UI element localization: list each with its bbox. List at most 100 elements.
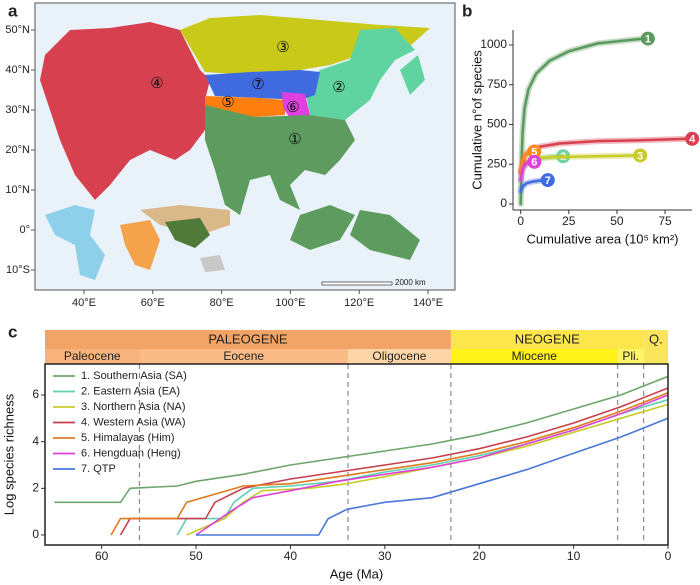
inset-africa: [120, 220, 160, 270]
panel-label: b: [462, 1, 472, 20]
y-tick-label: 0: [500, 196, 507, 210]
series-line: [519, 178, 546, 193]
series-badge: [540, 173, 555, 188]
epoch-label: Pli.: [622, 349, 639, 363]
x-axis-title: Age (Ma): [330, 566, 383, 581]
series-label: 4: [689, 134, 696, 146]
lat-tick-label: 10°N: [5, 184, 30, 196]
period-bar: [643, 330, 668, 364]
lat-tick-label: 30°N: [5, 104, 30, 116]
x-tick-label: 40: [284, 549, 298, 563]
y-tick-label: 2: [32, 480, 39, 494]
series-badge: [640, 31, 655, 46]
lat-tick-label: 0°: [19, 224, 30, 236]
y-tick-label: 1000: [480, 37, 507, 51]
epoch-bar: [450, 349, 618, 364]
region-wa: [40, 22, 210, 200]
x-tick-label: 10: [567, 549, 581, 563]
legend-label: 6. Hengduan (Heng): [81, 447, 181, 459]
epoch-bar: [348, 349, 451, 364]
legend-label: 7. QTP: [81, 463, 116, 475]
region-label: ①: [288, 131, 301, 148]
scale-bar-label: 2000 km: [395, 278, 426, 287]
series-line: [195, 394, 669, 536]
x-axis-title: Cumulative area (10⁵ km²): [526, 231, 678, 246]
epoch-label: Eocene: [223, 349, 264, 363]
series-label: 3: [637, 150, 643, 162]
x-tick-label: 50: [189, 549, 203, 563]
period-label: Q.: [649, 331, 663, 346]
x-tick-label: 25: [562, 214, 576, 228]
lat-tick-label: 20°N: [5, 144, 30, 156]
legend-label: 5. Himalayas (Him): [81, 432, 175, 444]
legend-label: 2. Eastern Asia (EA): [81, 385, 180, 397]
region-label: ②: [332, 79, 345, 96]
series-line: [519, 37, 646, 206]
panel-label: c: [8, 322, 17, 341]
x-tick-label: 50: [610, 214, 624, 228]
y-tick-label: 4: [32, 434, 39, 448]
legend-label: 3. Northern Asia (NA): [81, 401, 186, 413]
region-japan: [400, 55, 425, 95]
y-axis-title: Log species richness: [1, 393, 16, 515]
region-sa-islands: [350, 210, 420, 260]
x-tick-label: 20: [473, 549, 487, 563]
epoch-bar: [139, 349, 349, 364]
series-line: [186, 403, 669, 536]
y-tick-label: 6: [32, 387, 39, 401]
scale-bar: [321, 281, 393, 286]
lat-tick-label: 10°S: [6, 264, 30, 276]
plot-frame: [44, 363, 669, 546]
series-line: [54, 375, 669, 504]
period-label: PALEOGENE: [208, 331, 288, 346]
lat-tick-label: 40°N: [5, 64, 30, 76]
legend-label: 1. Southern Asia (SA): [81, 370, 187, 382]
epoch-label: Oligocene: [372, 349, 426, 363]
lon-tick-label: 60°E: [141, 297, 165, 309]
region-label: ③: [276, 39, 289, 56]
legend-label: 4. Western Asia (WA): [81, 416, 186, 428]
epoch-label: Miocene: [512, 349, 558, 363]
lon-tick-label: 40°E: [72, 297, 96, 309]
inset-australia: [200, 255, 225, 272]
y-tick-label: 250: [487, 156, 507, 170]
series-label: 6: [531, 157, 537, 169]
series-badge: [527, 144, 542, 159]
epoch-bar: [617, 349, 644, 364]
x-tick-label: 30: [378, 549, 392, 563]
series-label: 7: [545, 175, 551, 187]
region-label: ⑦: [251, 76, 264, 93]
series-line: [119, 387, 669, 536]
region-sa-islands: [290, 205, 355, 250]
series-badge: [685, 131, 700, 146]
inset-americas: [45, 205, 105, 280]
series-badge: [633, 148, 648, 163]
lon-tick-label: 120°E: [344, 297, 374, 309]
epoch-bar: [45, 349, 140, 364]
period-label: NEOGENE: [515, 331, 580, 346]
x-tick-label: 75: [658, 214, 672, 228]
region-label: ⑤: [221, 94, 234, 111]
lon-tick-label: 80°E: [210, 297, 234, 309]
region-qtp: [205, 70, 320, 100]
region-label: ⑥: [286, 99, 299, 116]
region-heng: [282, 92, 310, 118]
map: ① ② ③ ④ ⑤ ⑥ ⑦ 2000 km: [34, 2, 456, 291]
y-tick-label: 0: [32, 527, 39, 541]
series-label: 1: [645, 33, 651, 45]
region-ea: [305, 28, 415, 120]
y-tick-label: 750: [487, 77, 507, 91]
series-badge: [527, 154, 542, 169]
y-tick-label: 500: [487, 117, 507, 131]
series-line: [196, 417, 669, 536]
x-tick-label: 0: [665, 549, 672, 563]
lon-tick-label: 100°E: [275, 297, 305, 309]
lon-tick-label: 140°E: [413, 297, 443, 309]
lat-tick-label: 50°N: [5, 24, 30, 36]
epoch-label: Paleocene: [64, 349, 121, 363]
region-label: ④: [150, 75, 163, 92]
x-tick-label: 60: [95, 549, 109, 563]
y-axis-title: Cumulative n°of species: [469, 50, 484, 190]
panel-label: a: [8, 1, 18, 20]
